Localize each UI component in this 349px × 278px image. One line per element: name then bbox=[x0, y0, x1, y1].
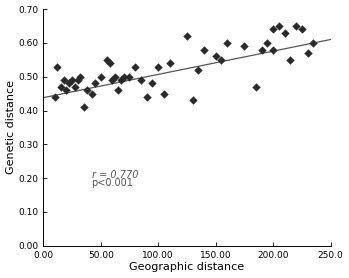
X-axis label: Geographic distance: Geographic distance bbox=[129, 262, 245, 272]
Point bbox=[58, 85, 64, 89]
Point bbox=[282, 31, 287, 35]
Y-axis label: Genetic distance: Genetic distance bbox=[6, 80, 16, 174]
Point bbox=[121, 75, 127, 79]
Point bbox=[110, 78, 115, 82]
Point bbox=[270, 48, 276, 52]
Point bbox=[61, 78, 67, 82]
Point bbox=[119, 78, 124, 82]
Point bbox=[84, 88, 90, 93]
Point bbox=[265, 41, 270, 45]
Point bbox=[133, 64, 138, 69]
Point bbox=[138, 78, 144, 82]
Point bbox=[64, 88, 69, 93]
Point bbox=[253, 85, 259, 89]
Point bbox=[115, 88, 121, 93]
Point bbox=[92, 81, 98, 86]
Point bbox=[81, 105, 86, 109]
Point bbox=[150, 81, 155, 86]
Point bbox=[305, 51, 310, 55]
Point bbox=[167, 61, 172, 65]
Point bbox=[224, 41, 230, 45]
Point bbox=[161, 91, 167, 96]
Point bbox=[54, 64, 60, 69]
Point bbox=[104, 58, 109, 62]
Point bbox=[98, 75, 104, 79]
Point bbox=[184, 34, 190, 38]
Point bbox=[155, 64, 161, 69]
Point bbox=[66, 81, 72, 86]
Point bbox=[69, 78, 75, 82]
Point bbox=[293, 24, 299, 28]
Point bbox=[218, 58, 224, 62]
Point bbox=[112, 75, 117, 79]
Point bbox=[52, 95, 58, 99]
Point bbox=[213, 54, 218, 59]
Point bbox=[196, 68, 201, 72]
Point bbox=[190, 98, 195, 103]
Point bbox=[75, 78, 81, 82]
Point bbox=[201, 48, 207, 52]
Point bbox=[311, 41, 316, 45]
Point bbox=[89, 91, 94, 96]
Point bbox=[299, 27, 305, 32]
Point bbox=[144, 95, 149, 99]
Point bbox=[127, 75, 132, 79]
Point bbox=[77, 75, 83, 79]
Point bbox=[242, 44, 247, 48]
Point bbox=[276, 24, 282, 28]
Text: p<0.001: p<0.001 bbox=[91, 178, 133, 188]
Point bbox=[288, 58, 293, 62]
Point bbox=[259, 48, 265, 52]
Point bbox=[73, 85, 78, 89]
Point bbox=[270, 27, 276, 32]
Point bbox=[107, 61, 113, 65]
Text: r = 0.770: r = 0.770 bbox=[91, 170, 138, 180]
